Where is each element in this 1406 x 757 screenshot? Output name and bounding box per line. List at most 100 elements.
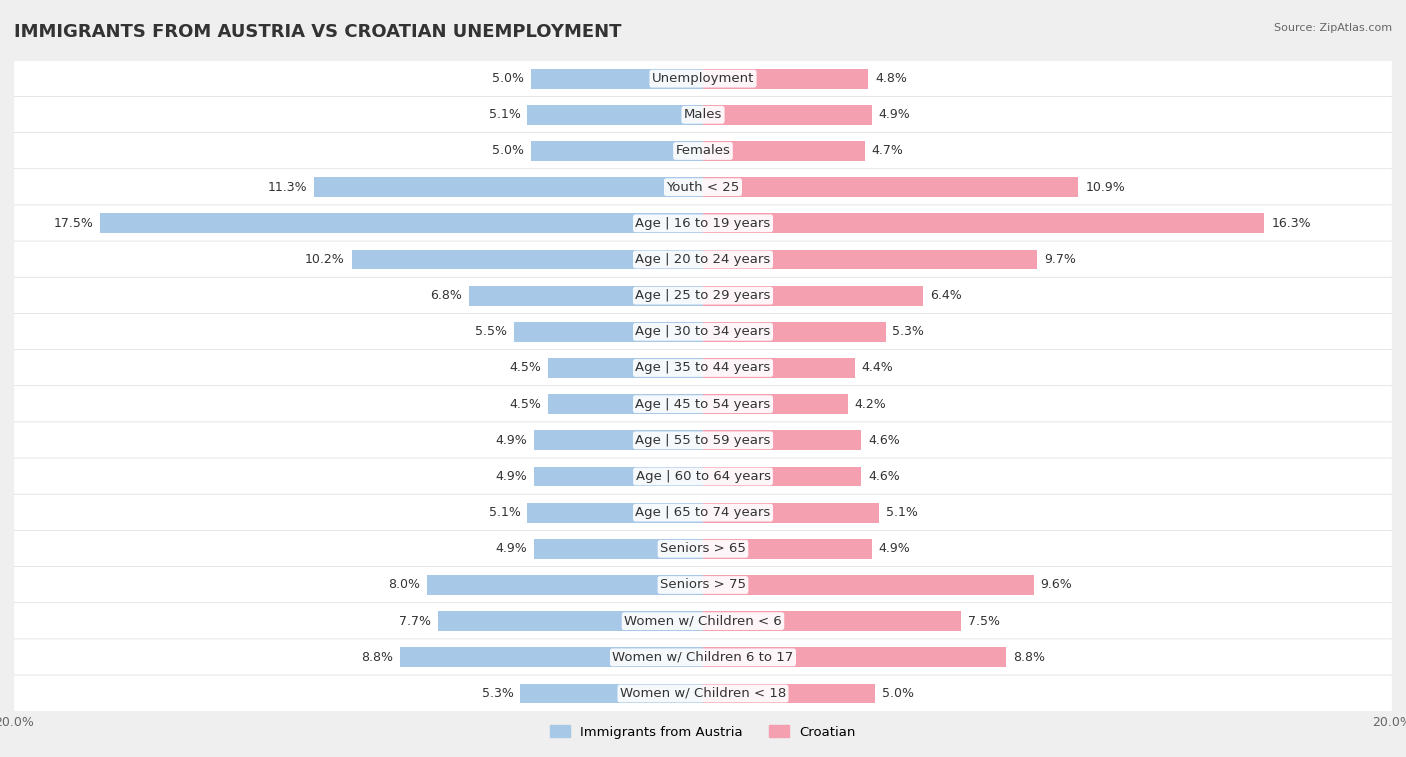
Text: Seniors > 75: Seniors > 75	[659, 578, 747, 591]
Text: Age | 65 to 74 years: Age | 65 to 74 years	[636, 506, 770, 519]
Text: 4.7%: 4.7%	[872, 145, 904, 157]
FancyBboxPatch shape	[14, 205, 1392, 241]
Text: Age | 30 to 34 years: Age | 30 to 34 years	[636, 326, 770, 338]
Bar	[703, 539, 872, 559]
Text: 5.3%: 5.3%	[893, 326, 924, 338]
Bar	[352, 250, 703, 269]
Bar	[520, 684, 703, 703]
Bar	[314, 177, 703, 197]
FancyBboxPatch shape	[14, 132, 1392, 170]
Text: 4.9%: 4.9%	[879, 108, 911, 121]
Text: 6.8%: 6.8%	[430, 289, 461, 302]
Bar	[468, 285, 703, 306]
Text: Seniors > 65: Seniors > 65	[659, 542, 747, 556]
Text: 4.6%: 4.6%	[869, 470, 900, 483]
Text: Age | 16 to 19 years: Age | 16 to 19 years	[636, 217, 770, 230]
Text: Women w/ Children < 18: Women w/ Children < 18	[620, 687, 786, 700]
Bar	[703, 141, 865, 161]
Bar	[427, 575, 703, 595]
Bar	[703, 431, 862, 450]
Text: 9.7%: 9.7%	[1045, 253, 1076, 266]
Text: 4.9%: 4.9%	[495, 470, 527, 483]
Text: 7.5%: 7.5%	[969, 615, 1000, 628]
Bar	[531, 69, 703, 89]
Bar	[703, 213, 1264, 233]
Bar	[513, 322, 703, 341]
Text: 8.0%: 8.0%	[388, 578, 420, 591]
Bar	[703, 575, 1033, 595]
Bar	[399, 647, 703, 667]
FancyBboxPatch shape	[14, 96, 1392, 133]
Text: Age | 45 to 54 years: Age | 45 to 54 years	[636, 397, 770, 410]
FancyBboxPatch shape	[14, 169, 1392, 206]
Bar	[703, 647, 1007, 667]
Bar	[703, 285, 924, 306]
Text: 5.0%: 5.0%	[492, 72, 524, 85]
Text: 4.9%: 4.9%	[495, 542, 527, 556]
Text: Youth < 25: Youth < 25	[666, 181, 740, 194]
FancyBboxPatch shape	[14, 386, 1392, 422]
Bar	[703, 503, 879, 522]
Text: 8.8%: 8.8%	[361, 651, 392, 664]
FancyBboxPatch shape	[14, 566, 1392, 603]
Bar	[703, 69, 869, 89]
Text: 7.7%: 7.7%	[399, 615, 430, 628]
Text: 10.9%: 10.9%	[1085, 181, 1125, 194]
Text: 5.1%: 5.1%	[488, 506, 520, 519]
Bar	[703, 105, 872, 125]
Text: 6.4%: 6.4%	[931, 289, 962, 302]
FancyBboxPatch shape	[14, 61, 1392, 97]
Text: IMMIGRANTS FROM AUSTRIA VS CROATIAN UNEMPLOYMENT: IMMIGRANTS FROM AUSTRIA VS CROATIAN UNEM…	[14, 23, 621, 41]
Text: 11.3%: 11.3%	[267, 181, 307, 194]
Bar	[534, 431, 703, 450]
FancyBboxPatch shape	[14, 422, 1392, 459]
Text: 4.8%: 4.8%	[875, 72, 907, 85]
Bar	[703, 177, 1078, 197]
Text: Unemployment: Unemployment	[652, 72, 754, 85]
Text: 9.6%: 9.6%	[1040, 578, 1073, 591]
FancyBboxPatch shape	[14, 277, 1392, 314]
Bar	[527, 503, 703, 522]
Text: Age | 60 to 64 years: Age | 60 to 64 years	[636, 470, 770, 483]
Bar	[703, 684, 875, 703]
Legend: Immigrants from Austria, Croatian: Immigrants from Austria, Croatian	[544, 720, 862, 744]
Text: Age | 20 to 24 years: Age | 20 to 24 years	[636, 253, 770, 266]
Text: 5.1%: 5.1%	[886, 506, 918, 519]
Bar	[527, 105, 703, 125]
Bar	[100, 213, 703, 233]
Text: 16.3%: 16.3%	[1271, 217, 1310, 230]
FancyBboxPatch shape	[14, 313, 1392, 350]
Text: 10.2%: 10.2%	[305, 253, 344, 266]
Bar	[548, 394, 703, 414]
Text: 17.5%: 17.5%	[53, 217, 93, 230]
Bar	[703, 250, 1038, 269]
Bar	[531, 141, 703, 161]
Text: 5.1%: 5.1%	[488, 108, 520, 121]
Bar	[703, 394, 848, 414]
Bar	[437, 611, 703, 631]
Text: Age | 25 to 29 years: Age | 25 to 29 years	[636, 289, 770, 302]
Text: Women w/ Children 6 to 17: Women w/ Children 6 to 17	[613, 651, 793, 664]
Text: 4.4%: 4.4%	[862, 362, 893, 375]
Text: Females: Females	[675, 145, 731, 157]
FancyBboxPatch shape	[14, 494, 1392, 531]
FancyBboxPatch shape	[14, 458, 1392, 495]
Bar	[703, 611, 962, 631]
Text: 5.5%: 5.5%	[475, 326, 506, 338]
Text: Source: ZipAtlas.com: Source: ZipAtlas.com	[1274, 23, 1392, 33]
FancyBboxPatch shape	[14, 639, 1392, 676]
Text: Age | 55 to 59 years: Age | 55 to 59 years	[636, 434, 770, 447]
Bar	[534, 539, 703, 559]
Text: 4.9%: 4.9%	[879, 542, 911, 556]
Bar	[703, 466, 862, 487]
Text: 5.3%: 5.3%	[482, 687, 513, 700]
Text: Males: Males	[683, 108, 723, 121]
Text: 5.0%: 5.0%	[882, 687, 914, 700]
Text: 4.6%: 4.6%	[869, 434, 900, 447]
Text: 4.9%: 4.9%	[495, 434, 527, 447]
Text: 8.8%: 8.8%	[1012, 651, 1045, 664]
Bar	[548, 358, 703, 378]
Bar	[703, 358, 855, 378]
Text: Age | 35 to 44 years: Age | 35 to 44 years	[636, 362, 770, 375]
FancyBboxPatch shape	[14, 675, 1392, 712]
